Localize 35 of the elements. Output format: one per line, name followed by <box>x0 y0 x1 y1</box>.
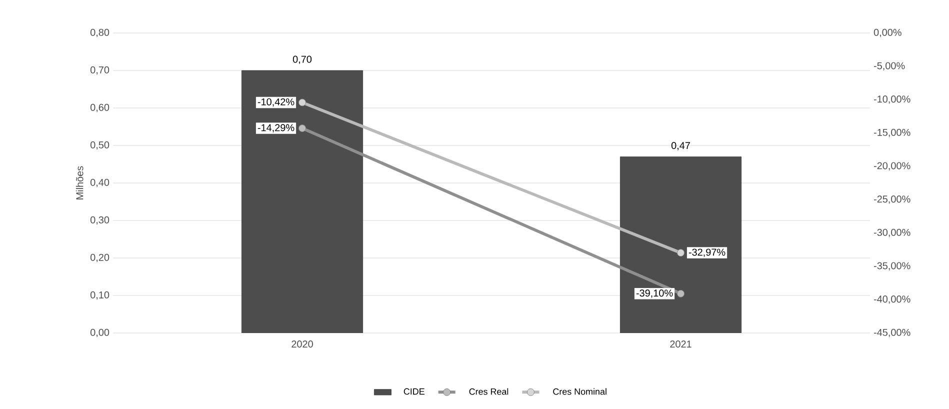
y-tick-label: 0,20 <box>90 254 110 262</box>
legend-label: CIDE <box>404 388 424 395</box>
point <box>298 124 306 132</box>
point <box>677 249 685 257</box>
data-label: 0,70 <box>292 56 312 64</box>
y2-tick-label: -45,00% <box>874 328 910 338</box>
data-label: -39,10% <box>636 290 673 298</box>
point <box>298 98 306 106</box>
legend-label: Cres Real <box>469 388 508 395</box>
y2-tick-label: -30,00% <box>874 228 910 238</box>
y2-tick-label: -20,00% <box>874 162 910 170</box>
data-label: 0,47 <box>671 142 690 150</box>
y-tick-label: 0,60 <box>90 104 110 112</box>
y2-tick-label: -5,00% <box>874 62 905 70</box>
y-tick-label: 0,40 <box>90 178 110 188</box>
data-label: -10,42% <box>258 98 294 107</box>
y-tick-label: 0,80 <box>90 28 110 38</box>
y-tick-label: 0,10 <box>90 291 110 300</box>
y-tick-label: 0,00 <box>90 328 110 338</box>
y-tick-label: 0,30 <box>90 216 110 225</box>
y2-tick-label: -10,00% <box>874 96 910 104</box>
y2-tick-label: 0,00% <box>874 28 902 38</box>
y-tick-label: 0,70 <box>90 66 110 75</box>
y2-tick-label: -25,00% <box>874 196 910 204</box>
y2-tick-label: -35,00% <box>874 262 910 270</box>
x-tick-label: 2020 <box>292 340 313 348</box>
point <box>677 290 685 298</box>
data-label: -32,97% <box>688 248 726 257</box>
y-axis-title: Milhões <box>76 166 84 200</box>
x-tick-label: 2021 <box>670 340 692 348</box>
y2-tick-label: -15,00% <box>874 128 910 138</box>
legend-label: Cres Nominal <box>553 388 606 395</box>
y-tick-label: 0,50 <box>90 141 110 150</box>
data-label: -14,29% <box>258 124 294 132</box>
y2-tick-label: -40,00% <box>874 296 910 304</box>
